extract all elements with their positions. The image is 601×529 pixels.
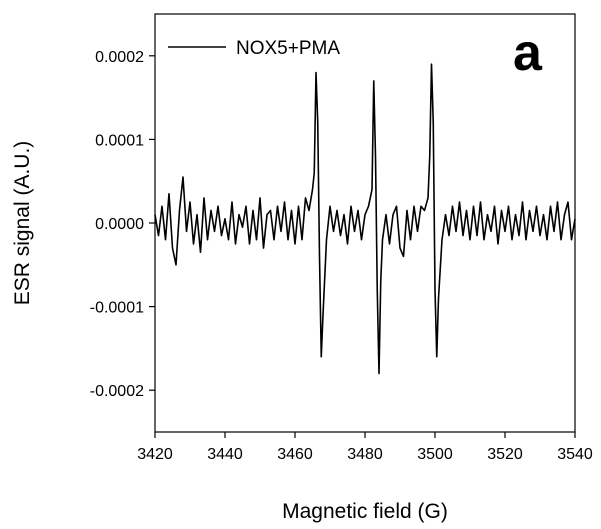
- y-tick-label: -0.0001: [90, 300, 144, 317]
- y-tick-label: 0.0001: [95, 132, 144, 149]
- plot-area: 3420 3440 3460 3480 3500 3520 3540 0.00020.000…: [90, 13, 593, 463]
- x-tick-label: 3440: [207, 446, 243, 463]
- x-tick-label: 3460: [277, 446, 313, 463]
- series-line-nox5-pma: [154, 63, 576, 375]
- plot-frame: [154, 13, 576, 433]
- legend: NOX5+PMA: [168, 38, 340, 59]
- legend-label: NOX5+PMA: [236, 38, 340, 59]
- series-layer: [154, 63, 576, 375]
- x-tick-label: 3420: [137, 446, 173, 463]
- y-tick-label: 0.0000: [95, 216, 144, 233]
- x-tick-label: 3540: [557, 446, 593, 463]
- x-tick-label: 3520: [487, 446, 523, 463]
- x-axis-title: Magnetic field (G): [282, 500, 448, 523]
- panel-label: a: [513, 24, 543, 82]
- y-axis: 0.0002 0.0001 0.0000 -0.0001 -0.0002: [90, 49, 155, 400]
- x-tick-label: 3480: [347, 446, 383, 463]
- x-tick-label: 3500: [417, 446, 453, 463]
- y-axis-title: ESR signal (A.U.): [11, 141, 34, 306]
- y-tick-label: 0.0002: [95, 49, 144, 66]
- y-tick-label: -0.0002: [90, 383, 144, 400]
- x-axis: 3420 3440 3460 3480 3500 3520 3540: [137, 432, 593, 463]
